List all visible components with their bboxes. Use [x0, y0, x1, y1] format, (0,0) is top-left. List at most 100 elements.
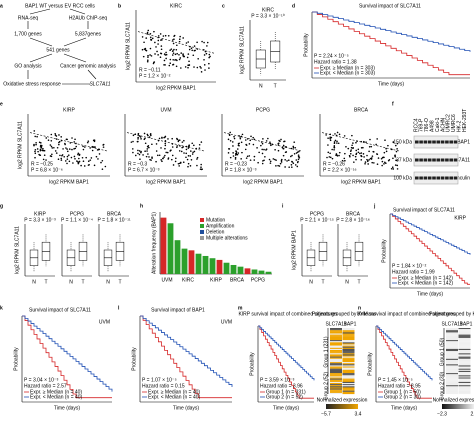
- shape: [458, 372, 471, 374]
- label: R = −0.23: [225, 161, 247, 167]
- label: T: [118, 279, 121, 285]
- point-decor: [176, 146, 178, 149]
- label: log2 RPKM BAP1: [49, 179, 89, 185]
- label: Group 2 (n = 52): [266, 394, 303, 400]
- shape: [446, 365, 458, 367]
- shape: [458, 368, 471, 370]
- point-decor: [179, 145, 181, 147]
- point-decor: [350, 146, 353, 149]
- point-decor: [59, 154, 61, 157]
- label: 37 kDa: [396, 157, 412, 163]
- point-decor: [369, 138, 371, 141]
- shape: [445, 140, 449, 144]
- point-decor: [163, 136, 165, 139]
- label: 5,837genes: [75, 31, 102, 37]
- point-decor: [363, 156, 365, 158]
- point-decor: [50, 155, 53, 158]
- point-decor: [228, 148, 231, 150]
- shape: [453, 158, 458, 162]
- point-decor: [252, 136, 255, 139]
- point-decor: [170, 48, 173, 50]
- point-decor: [139, 136, 142, 138]
- shape: [342, 352, 355, 354]
- shape: [330, 381, 342, 384]
- shape: [330, 365, 342, 367]
- point-decor: [234, 158, 237, 160]
- point-decor: [160, 45, 163, 47]
- point-decor: [178, 139, 181, 141]
- point-decor: [42, 149, 45, 152]
- point-decor: [175, 157, 177, 160]
- point-decor: [284, 159, 286, 161]
- label: Patients grouped by Kmeans: [312, 311, 377, 317]
- point-decor: [394, 144, 397, 147]
- point-decor: [171, 39, 174, 41]
- shape: [413, 171, 459, 185]
- point-decor: [155, 143, 158, 145]
- line: [29, 8, 51, 15]
- label: Group 2 (30): [439, 371, 445, 400]
- shape: [458, 386, 471, 388]
- point-decor: [338, 133, 341, 136]
- shape: [446, 373, 458, 375]
- label: R = −0.3: [128, 161, 147, 167]
- shape: [330, 369, 342, 371]
- point-decor: [290, 155, 292, 158]
- point-decor: [41, 149, 43, 152]
- shape: [200, 236, 204, 240]
- shape: [342, 336, 355, 338]
- shape: [458, 335, 471, 337]
- point-decor: [144, 49, 147, 51]
- point-decor: [164, 147, 166, 150]
- point-decor: [165, 51, 167, 54]
- shape: [342, 375, 355, 377]
- point-decor: [139, 158, 141, 160]
- label: Probability: [367, 352, 373, 376]
- point-decor: [187, 165, 189, 168]
- point-decor: [136, 140, 139, 143]
- point-decor: [373, 162, 375, 164]
- point-decor: [66, 158, 69, 160]
- point-decor: [192, 151, 194, 154]
- point-decor: [156, 154, 159, 157]
- point-decor: [39, 148, 42, 151]
- label: Expr. ≥ Median (n = 303): [320, 65, 375, 71]
- point-decor: [385, 147, 387, 150]
- point-decor: [182, 53, 184, 55]
- point-decor: [196, 156, 199, 159]
- point-decor: [145, 37, 148, 39]
- point-decor: [279, 162, 282, 165]
- point-decor: [95, 155, 98, 158]
- shape: [342, 350, 355, 352]
- point-decor: [151, 156, 153, 159]
- point-decor: [143, 132, 146, 135]
- shape: [330, 391, 342, 393]
- point-decor: [166, 151, 169, 154]
- shape: [446, 368, 458, 370]
- label: N: [69, 279, 73, 285]
- point-decor: [392, 168, 395, 170]
- shape: [330, 376, 342, 378]
- shape: [342, 386, 355, 388]
- point-decor: [272, 158, 275, 160]
- line: [223, 132, 303, 152]
- bar: [202, 255, 209, 274]
- label: N: [259, 83, 263, 89]
- shape: [436, 158, 441, 162]
- point-decor: [173, 38, 175, 40]
- km-curve-decor: [258, 325, 315, 381]
- point-decor: [297, 154, 300, 156]
- point-decor: [169, 150, 172, 152]
- label: Normalized expression: [433, 397, 474, 403]
- km-curve-decor: [390, 213, 471, 255]
- point-decor: [134, 154, 137, 157]
- shape: [458, 348, 471, 351]
- point-decor: [36, 135, 38, 138]
- point-decor: [69, 142, 72, 144]
- point-decor: [338, 151, 341, 154]
- point-decor: [82, 160, 85, 163]
- point-decor: [395, 150, 398, 153]
- shape: [330, 339, 342, 341]
- point-decor: [203, 41, 205, 44]
- label: SLC7A11: [449, 157, 470, 163]
